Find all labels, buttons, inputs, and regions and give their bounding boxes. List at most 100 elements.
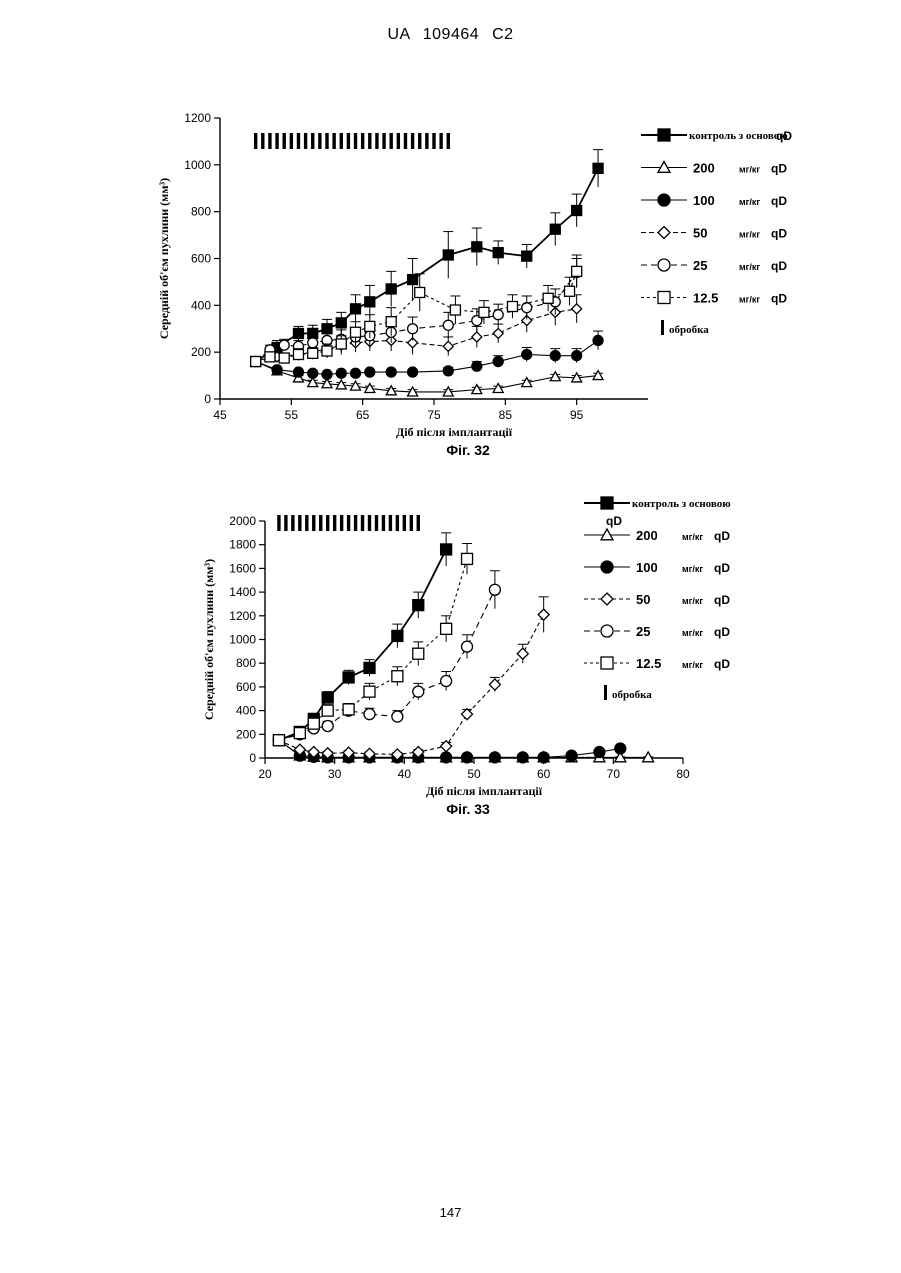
fig32-x-tick-label: 45: [213, 408, 227, 422]
fig32-data-point: [479, 307, 489, 317]
fig32-data-point: [365, 321, 375, 331]
fig32-y-tick-label: 400: [191, 298, 211, 312]
fig33-data-point: [441, 623, 452, 634]
fig32-legend-freq: qD: [771, 194, 787, 208]
fig33-treatment-bar: [305, 515, 308, 531]
fig32-data-point: [572, 266, 582, 276]
fig32-data-point: [522, 303, 532, 313]
fig33-data-point: [538, 609, 549, 620]
fig32-y-tick-label: 1000: [184, 158, 211, 172]
fig32-data-point: [472, 242, 482, 252]
fig33-treatment-bar: [368, 515, 371, 531]
fig32-data-point: [472, 332, 482, 342]
fig33-data-point: [273, 735, 284, 746]
fig32-data-point: [522, 350, 532, 360]
fig32-data-point: [507, 302, 517, 312]
fig32-legend-marker: [658, 259, 670, 271]
fig32-data-point: [265, 352, 275, 362]
fig33-data-point: [517, 752, 528, 763]
fig32-series-0: [251, 150, 603, 367]
fig33-legend-label: 200: [636, 528, 658, 543]
fig32-data-point: [572, 304, 582, 314]
fig32-series-line: [256, 362, 598, 392]
fig32-legend-unit: мг/кг: [739, 230, 760, 240]
fig32-treatment-bar: [318, 133, 321, 149]
fig32-data-point: [472, 361, 482, 371]
fig33-legend-unit: мг/кг: [682, 628, 703, 638]
fig32-data-point: [279, 353, 289, 363]
fig32-treatment-bar: [340, 133, 343, 149]
fig32-legend-label: 25: [693, 258, 707, 273]
fig32-data-point: [550, 372, 560, 381]
fig33-legend-freq: qD: [714, 529, 730, 543]
fig33-data-point: [322, 721, 333, 732]
fig32-group: 020040060080010001200455565758595Діб піс…: [157, 111, 792, 458]
fig32-data-point: [308, 348, 318, 358]
fig32-data-point: [293, 367, 303, 377]
fig33-series-line: [279, 615, 544, 755]
fig32-data-point: [365, 297, 375, 307]
fig33-data-point: [462, 553, 473, 564]
fig33-data-point: [294, 728, 305, 739]
fig33-legend-unit: мг/кг: [682, 660, 703, 670]
fig32-data-point: [351, 368, 361, 378]
fig33-data-point: [392, 671, 403, 682]
fig32-data-point: [293, 328, 303, 338]
fig33-legend-unit: мг/кг: [682, 596, 703, 606]
fig32-data-point: [493, 248, 503, 258]
fig32-legend-marker: [658, 227, 670, 239]
fig33-x-tick-label: 20: [258, 767, 272, 781]
fig33-data-point: [441, 752, 452, 763]
fig32-y-tick-label: 0: [204, 392, 211, 406]
fig33-treatment-bar: [410, 515, 413, 531]
fig32-x-tick-label: 75: [427, 408, 441, 422]
fig32-data-point: [386, 317, 396, 327]
fig33-y-axis-label: Середній об'єм пухлини (мм³): [202, 559, 216, 720]
fig32-treatment-bar: [418, 133, 421, 149]
fig32-data-point: [572, 205, 582, 215]
fig32-y-axis-label: Середній об'єм пухлини (мм³): [157, 178, 171, 339]
fig33-data-point: [364, 662, 375, 673]
fig33-data-point: [441, 544, 452, 555]
fig33-y-tick-label: 400: [236, 704, 256, 718]
fig32-data-point: [308, 338, 318, 348]
fig33-legend-unit: мг/кг: [682, 532, 703, 542]
fig33-x-tick-label: 30: [328, 767, 342, 781]
fig33-data-point: [441, 675, 452, 686]
fig32-legend-unit: мг/кг: [739, 295, 760, 305]
fig33-treatment-bar: [361, 515, 364, 531]
fig33-treatment-bar: [354, 515, 357, 531]
fig33-y-tick-label: 600: [236, 680, 256, 694]
fig32-treatment-bar: [325, 133, 328, 149]
fig33-legend-marker: [601, 529, 613, 540]
fig33-legend-marker: [601, 593, 613, 605]
fig32-data-point: [493, 357, 503, 367]
fig33-treatment-bar: [396, 515, 399, 531]
fig33-legend-freq: qD: [714, 593, 730, 607]
fig33-legend-marker: [601, 561, 613, 573]
fig33-series-3: [273, 597, 549, 760]
fig32-data-point: [293, 350, 303, 360]
fig32-treatment-bar: [397, 133, 400, 149]
fig32-treatment-bar: [311, 133, 314, 149]
fig33-legend-freq: qD: [714, 657, 730, 671]
fig32-treatment-bar: [332, 133, 335, 149]
fig32-legend: контроль з основоюqD200мг/кгqD100мг/кгqD…: [641, 129, 792, 336]
fig32-treatment-bar: [368, 133, 371, 149]
fig33-data-point: [489, 752, 500, 763]
fig32-data-point: [279, 340, 289, 350]
fig32-series-1: [251, 357, 603, 396]
fig33-treatment-bar: [417, 515, 420, 531]
fig32-data-point: [251, 357, 261, 367]
fig33-legend-label: 100: [636, 560, 658, 575]
fig32-legend-freq: qD: [771, 227, 787, 241]
fig32-legend-label: контроль з основою: [689, 130, 788, 142]
fig33-legend-freq: qD: [714, 625, 730, 639]
fig33-treatment-bar: [403, 515, 406, 531]
fig33-series-line: [279, 549, 446, 740]
fig33-legend-label: 50: [636, 592, 650, 607]
fig32-x-tick-label: 95: [570, 408, 584, 422]
fig32-data-point: [550, 224, 560, 234]
fig32-data-point: [593, 335, 603, 345]
fig32-legend-freq: qD: [771, 292, 787, 306]
